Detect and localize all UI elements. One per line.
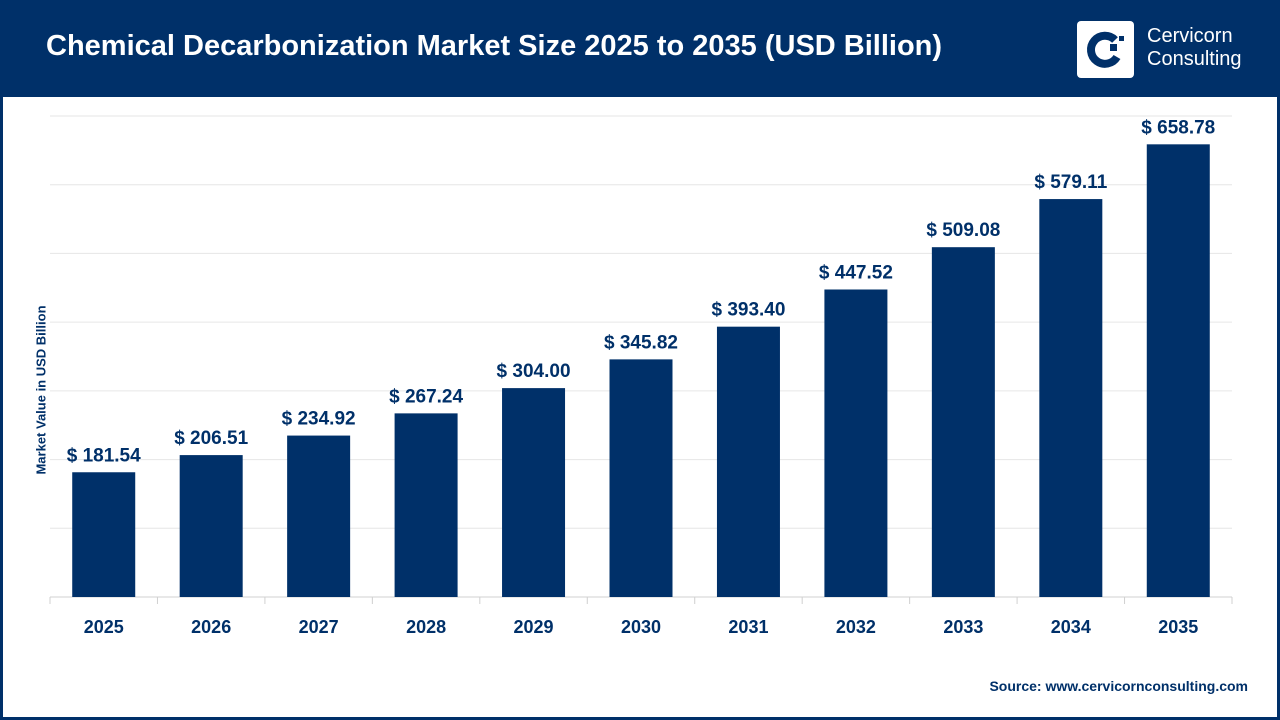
y-axis-label: Market Value in USD Billion [33,305,49,475]
bar [502,388,566,597]
logo-line2: Consulting [1147,48,1242,70]
x-tick-label: 2026 [191,617,231,637]
bar [1146,144,1210,597]
x-tick-label: 2025 [84,617,124,637]
logo-mark [1077,21,1134,78]
x-tick-label: 2030 [621,617,661,637]
bar [179,455,243,597]
bar [716,326,780,597]
data-label: $ 345.82 [604,332,678,353]
data-label: $ 393.40 [711,300,785,321]
data-label: $ 509.08 [926,220,1000,241]
data-label: $ 447.52 [819,262,893,283]
data-label: $ 234.92 [282,409,356,430]
bar [287,435,351,597]
data-label: $ 579.11 [1034,172,1107,193]
x-tick-label: 2028 [406,617,446,637]
logo-line1: Cervicorn [1147,25,1233,47]
source-note: Source: www.cervicornconsulting.com [989,678,1248,694]
x-tick-label: 2032 [836,617,876,637]
x-tick-label: 2034 [1051,617,1091,637]
data-label: $ 267.24 [389,386,463,407]
bar [609,359,673,597]
x-tick-label: 2033 [943,617,983,637]
x-tick-label: 2027 [299,617,339,637]
bar [72,472,136,597]
data-label: $ 304.00 [497,361,571,382]
chart-title: Chemical Decarbonization Market Size 202… [46,30,943,62]
bar [394,413,458,597]
bar [824,289,888,597]
bar [931,247,995,597]
header-banner: Chemical Decarbonization Market Size 202… [0,0,1280,97]
data-label: $ 181.54 [67,445,141,466]
data-label: $ 658.78 [1141,117,1215,138]
data-label: $ 206.51 [174,428,248,449]
x-tick-label: 2031 [728,617,768,637]
x-tick-label: 2029 [514,617,554,637]
bar [1039,199,1103,597]
logo-text: Cervicorn Consulting [1147,25,1242,71]
x-tick-label: 2035 [1158,617,1198,637]
